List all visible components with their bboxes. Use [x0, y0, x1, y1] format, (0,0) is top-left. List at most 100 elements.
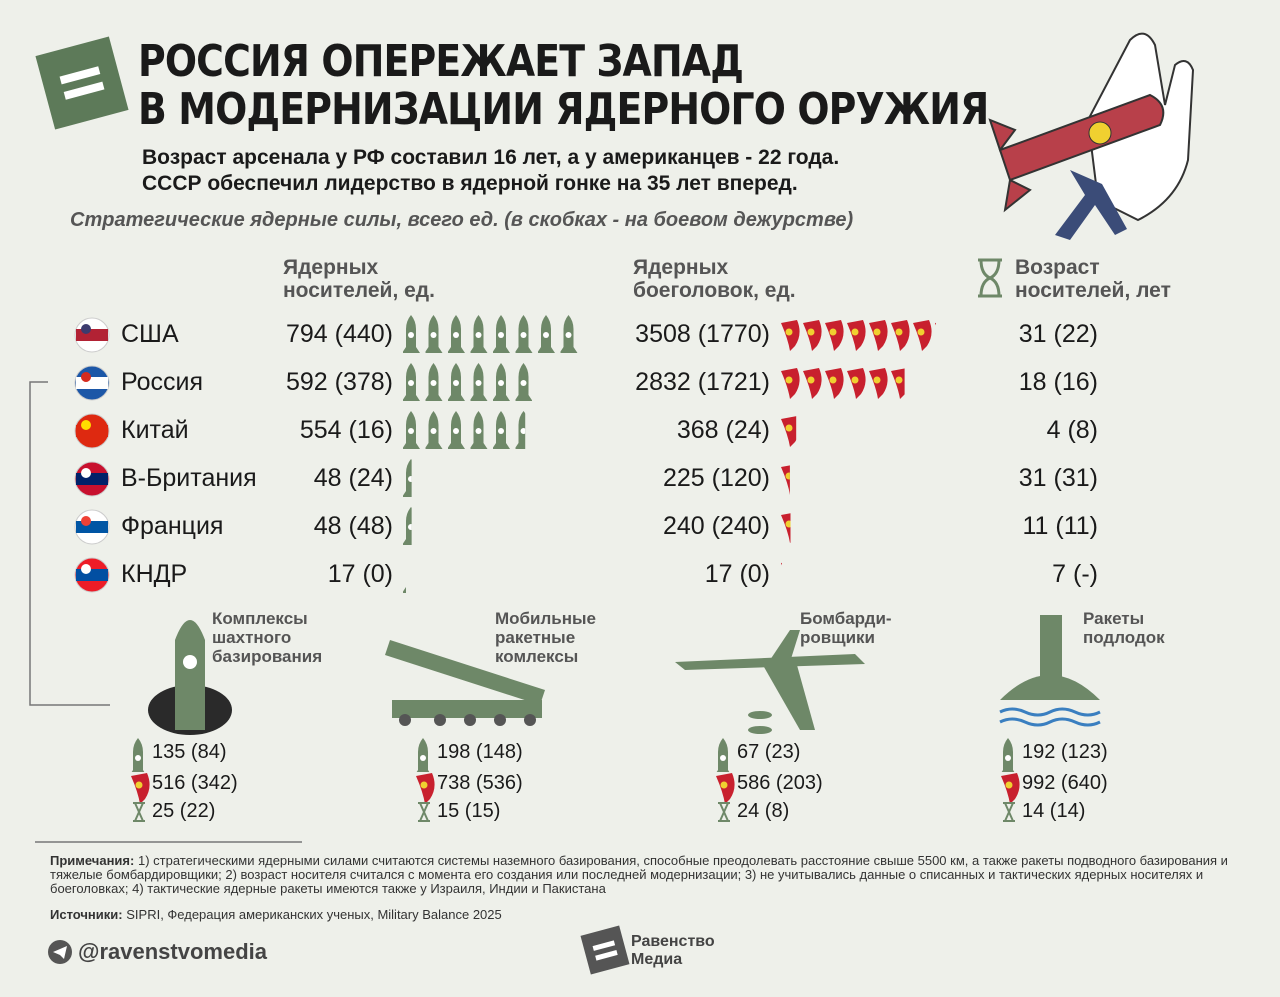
- missile-sign: [520, 428, 526, 434]
- icon: [448, 363, 465, 401]
- category-label: ракетные: [495, 628, 576, 647]
- stat-icon: [416, 773, 435, 804]
- stat-icon: [131, 773, 150, 804]
- brand: Равенство Медиа: [631, 933, 715, 969]
- country: Россия: [121, 368, 203, 396]
- stat-icon: [1003, 802, 1015, 822]
- telegram-plane: [53, 946, 67, 959]
- missile-sign: [430, 380, 437, 386]
- category-label: Комплексы: [212, 609, 308, 628]
- missile-sign: [408, 380, 414, 386]
- sources: Источники: SIPRI, Федерация американских…: [50, 908, 1250, 922]
- warhead-sign: [785, 424, 793, 432]
- category-age: 24 (8): [737, 800, 790, 822]
- icon: [935, 322, 936, 326]
- warheads: 240 (240): [662, 512, 770, 540]
- icon: [538, 315, 555, 353]
- warhead-shape: [781, 368, 800, 399]
- age: 18 (16): [1018, 368, 1098, 396]
- warhead-sign: [851, 376, 859, 384]
- icon: [913, 320, 932, 351]
- logo: [35, 36, 129, 130]
- warheads: 3508 (1770): [635, 320, 770, 348]
- missile-sign: [430, 332, 437, 338]
- icon: [403, 411, 420, 449]
- icon: [847, 320, 866, 351]
- warhead-sign: [785, 376, 793, 384]
- flag-dot: [81, 372, 91, 382]
- sources-label: Источники:: [50, 907, 123, 922]
- warhead-shape: [416, 773, 435, 804]
- category-age: 14 (14): [1022, 800, 1086, 822]
- category-carriers: 135 (84): [152, 741, 227, 763]
- brand-line: Равенство: [631, 933, 715, 950]
- missile-sign: [475, 380, 482, 386]
- bracket: [29, 381, 110, 706]
- missile-sign: [453, 332, 459, 338]
- country: Франция: [121, 512, 224, 540]
- stat-icon: [716, 773, 735, 804]
- icon: [448, 411, 465, 449]
- category-warheads: 516 (342): [152, 772, 238, 794]
- warhead-shape: [716, 773, 735, 804]
- icon: [781, 368, 800, 399]
- country: США: [121, 320, 179, 348]
- warhead-sign: [873, 376, 881, 384]
- flag-stripe: [76, 425, 108, 437]
- flag-stripe: [76, 473, 108, 485]
- missile-sign: [520, 332, 527, 338]
- category-age: 15 (15): [437, 800, 501, 822]
- column-header: носителей, лет: [1015, 279, 1171, 302]
- warheads: 368 (24): [676, 416, 770, 444]
- stat-icon: [716, 738, 730, 772]
- warhead-sign: [851, 328, 859, 336]
- stat-icon: [131, 738, 145, 772]
- carriers: 48 (48): [313, 512, 393, 540]
- submarine-image: [999, 615, 1101, 727]
- icon: [803, 320, 822, 351]
- missile-sign: [408, 332, 414, 338]
- icon: [493, 363, 510, 401]
- bomber-image: [675, 630, 865, 734]
- age: 31 (31): [1018, 464, 1098, 492]
- icon: [891, 368, 905, 399]
- category-carriers: 192 (123): [1022, 741, 1108, 763]
- carriers: 48 (24): [313, 464, 393, 492]
- icon: [781, 416, 797, 447]
- warhead-sign: [786, 569, 793, 576]
- missile-shape: [515, 411, 526, 449]
- warhead-shape: [847, 368, 866, 399]
- icon: [470, 315, 488, 353]
- icon: [403, 459, 412, 497]
- icon: [515, 411, 526, 449]
- stat-icon: [1001, 738, 1015, 772]
- icon: [493, 315, 510, 353]
- carriers: 554 (16): [299, 416, 393, 444]
- icon: [470, 363, 488, 401]
- stat-icon: [718, 802, 730, 822]
- warhead-sign: [873, 328, 881, 336]
- warhead-shape: [913, 320, 932, 351]
- warhead-shape: [891, 368, 905, 399]
- icon: [825, 368, 844, 399]
- country: Китай: [121, 416, 189, 444]
- missile-sign: [498, 428, 504, 434]
- icon: [781, 562, 793, 576]
- category-label: Ракеты: [1083, 609, 1145, 628]
- age: 4 (8): [1046, 416, 1098, 444]
- brand-line: Медиа: [631, 951, 683, 968]
- warhead-sign: [135, 781, 143, 789]
- icon: [847, 368, 866, 399]
- missile-sign: [475, 428, 482, 434]
- flag-stripe: [76, 329, 108, 341]
- illustration: [988, 32, 1195, 240]
- flag-stripe: [76, 377, 108, 389]
- mobile-image: [385, 640, 545, 726]
- warhead-shape: [781, 562, 782, 566]
- warhead-shape: [131, 773, 150, 804]
- warhead-sign: [720, 781, 728, 789]
- warhead-shape: [847, 320, 866, 351]
- missile-sign: [408, 572, 414, 578]
- category-warheads: 992 (640): [1022, 772, 1108, 794]
